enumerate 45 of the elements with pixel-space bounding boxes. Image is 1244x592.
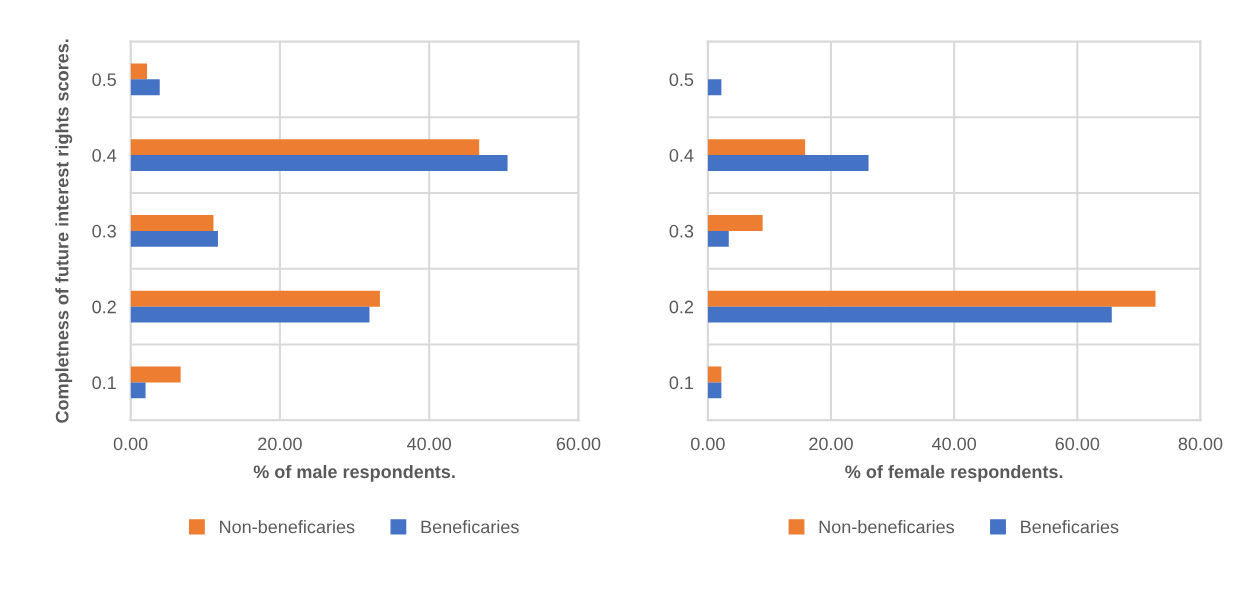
y-tick-label: 0.5 — [669, 73, 694, 87]
bar — [707, 214, 763, 231]
bar — [130, 139, 480, 156]
x-tick-label: 40.00 — [931, 437, 977, 451]
y-axis-title: Completness of future interest rights scores. — [55, 39, 73, 423]
legend-label: Non-beneficaries — [220, 520, 355, 534]
y-tick-label: 0.3 — [92, 224, 116, 238]
x-axis-title: % of female respondents. — [845, 464, 1063, 482]
bar — [130, 366, 181, 383]
bar — [130, 214, 214, 231]
x-tick-label: 60.00 — [556, 437, 601, 451]
x-tick-label: 20.00 — [258, 437, 302, 451]
bar — [130, 63, 148, 80]
bar — [707, 230, 729, 247]
bar — [130, 290, 380, 307]
bar — [707, 79, 722, 96]
bar — [707, 290, 1156, 307]
x-tick-label: 20.00 — [809, 437, 853, 451]
bar — [130, 230, 218, 247]
bar — [130, 306, 370, 323]
y-tick-label: 0.5 — [92, 73, 116, 87]
y-tick-label: 0.2 — [92, 300, 116, 314]
bar — [130, 79, 160, 96]
legend-label: Non-beneficaries — [819, 520, 955, 534]
legend-label: Beneficaries — [421, 520, 519, 534]
x-axis-title: % of male respondents. — [253, 464, 455, 482]
bar — [707, 155, 869, 172]
x-tick-label: 0.00 — [690, 437, 725, 451]
y-tick-label: 0.4 — [669, 149, 694, 162]
x-tick-label: 0.00 — [113, 437, 148, 451]
y-tick-label: 0.4 — [92, 149, 117, 162]
y-tick-label: 0.1 — [669, 376, 694, 390]
bar — [707, 306, 1112, 323]
legend-label: Beneficaries — [1021, 520, 1119, 534]
x-tick-label: 40.00 — [407, 437, 452, 451]
bar — [707, 382, 722, 399]
bar — [707, 366, 722, 383]
x-tick-label: 60.00 — [1055, 437, 1100, 451]
bar — [130, 155, 508, 172]
y-tick-label: 0.3 — [669, 224, 694, 238]
y-tick-label: 0.2 — [669, 300, 694, 314]
x-tick-label: 80.00 — [1178, 437, 1223, 451]
y-tick-label: 0.1 — [92, 376, 116, 390]
bar — [707, 139, 806, 156]
bar — [130, 382, 146, 399]
